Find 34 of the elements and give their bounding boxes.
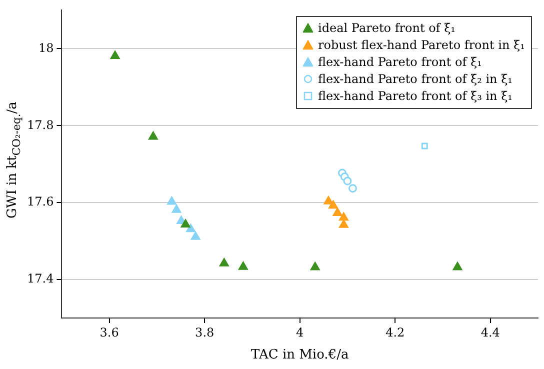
point: [348, 184, 357, 193]
point: [166, 196, 177, 205]
x-tick-label: 3.8: [195, 325, 214, 340]
legend-label: flex-hand Pareto front of ξ₁: [318, 55, 482, 70]
y-tick-label: 18: [38, 40, 54, 55]
x-tick-label: 4.2: [386, 325, 405, 340]
point: [324, 196, 334, 204]
point: [328, 200, 338, 209]
x-tick-label: 3.6: [100, 325, 119, 340]
x-tick-label: 4.4: [480, 325, 500, 340]
point: [172, 204, 182, 213]
x-axis-title: TAC in Mio.€/a: [251, 348, 349, 363]
legend-label: ideal Pareto front of ξ₁: [318, 21, 456, 36]
legend-label: flex-hand Pareto front of ξ₂ in ξ₁: [318, 72, 512, 86]
point: [421, 142, 428, 150]
point: [148, 131, 158, 140]
point: [219, 258, 229, 266]
point: [110, 50, 120, 59]
point: [452, 262, 462, 270]
y-tick-label: 17.4: [27, 272, 54, 286]
point: [190, 231, 200, 240]
point: [310, 262, 320, 270]
point: [338, 212, 349, 221]
point: [338, 219, 349, 228]
point: [186, 224, 196, 232]
point: [343, 176, 352, 186]
point: [238, 261, 248, 270]
y-tick-label: 17.6: [27, 194, 54, 209]
x-tick-label: 4: [296, 325, 304, 340]
legend-label: flex-hand Pareto front of ξ₃ in ξ₁: [318, 89, 512, 104]
legend-label: robust flex-hand Pareto front in ξ₁: [318, 38, 525, 52]
point: [180, 219, 190, 228]
point: [332, 207, 342, 216]
y-tick-label: 17.8: [27, 118, 54, 132]
